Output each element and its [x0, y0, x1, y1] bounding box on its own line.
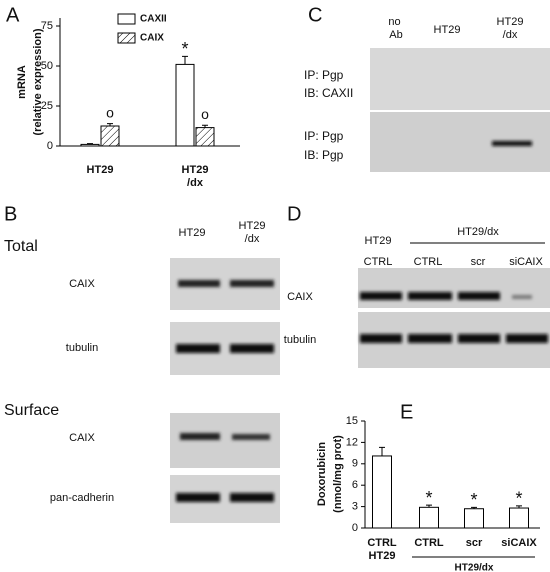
- column-label: CTRL: [414, 256, 443, 268]
- x-tick-label: CTRL: [414, 537, 444, 549]
- row-label: IP: Pgp: [304, 129, 344, 143]
- panel-label: C: [308, 4, 322, 26]
- significance: *: [425, 488, 432, 508]
- bar: [100, 125, 120, 147]
- band: [230, 344, 274, 353]
- y-tick-label: 3: [352, 501, 358, 513]
- column-label: CTRL: [364, 256, 393, 268]
- group-label: HT29/dx: [457, 226, 499, 238]
- y-tick-label: 9: [352, 458, 358, 470]
- legend-swatch: [117, 13, 136, 25]
- bar: [464, 508, 484, 529]
- error-bar: [182, 55, 188, 65]
- significance: o: [106, 104, 114, 120]
- panel-label: A: [6, 4, 20, 26]
- y-tick-label: 75: [41, 20, 53, 32]
- error-bar: [202, 124, 208, 128]
- band: [230, 280, 274, 287]
- bar: [419, 506, 439, 529]
- bar: [195, 127, 215, 147]
- band: [492, 141, 532, 146]
- row-label: IP: Pgp: [304, 68, 344, 82]
- band: [176, 493, 220, 502]
- significance: o: [201, 106, 209, 122]
- bar: [372, 455, 392, 529]
- column-label: HT29: [434, 24, 461, 36]
- band: [232, 434, 270, 440]
- column-label: HT29/dx: [497, 16, 524, 41]
- column-label: no Ab: [388, 16, 403, 41]
- row-label: CAIX: [287, 291, 313, 303]
- row-label: pan-cadherin: [50, 492, 114, 504]
- y-tick-label: 25: [41, 100, 53, 112]
- y-tick-label: 50: [41, 60, 53, 72]
- y-axis-label: Doxorubicin: [316, 442, 328, 506]
- column-label: siCAIX: [509, 256, 543, 268]
- band: [180, 433, 220, 440]
- y-axis-label: (relative expression): [32, 28, 44, 135]
- error-bar: [87, 143, 93, 145]
- row-label: tubulin: [66, 342, 98, 354]
- band: [506, 334, 548, 343]
- blot: [358, 268, 550, 308]
- column-label: scr: [471, 256, 486, 268]
- panel-label: E: [400, 401, 413, 423]
- band: [512, 295, 532, 299]
- y-tick-label: 12: [346, 436, 358, 448]
- row-label: CAIX: [69, 278, 95, 290]
- error-bar: [379, 446, 385, 456]
- y-axis-label: (nmol/mg prot): [332, 435, 344, 513]
- significance: *: [470, 490, 477, 510]
- bar: [509, 507, 529, 529]
- band: [458, 292, 500, 300]
- band: [458, 334, 500, 343]
- y-tick-label: 0: [352, 522, 358, 534]
- legend-label: CAXII: [140, 14, 167, 25]
- section-title: Surface: [4, 402, 59, 419]
- significance: *: [515, 489, 522, 509]
- blot: [370, 48, 550, 110]
- x-tick-label: HT29/dx: [182, 164, 209, 189]
- column-label: HT29/dx: [239, 220, 266, 245]
- y-axis-label: mRNA: [16, 65, 28, 99]
- error-bar: [471, 506, 477, 509]
- legend-label: CAIX: [140, 33, 164, 44]
- blot: [170, 413, 280, 468]
- significance: *: [181, 39, 188, 59]
- row-label: tubulin: [284, 334, 316, 346]
- band: [360, 334, 402, 343]
- section-title: Total: [4, 238, 38, 255]
- y-tick-label: 0: [47, 140, 53, 152]
- band: [230, 493, 274, 502]
- band: [408, 334, 452, 343]
- x-tick-label: CTRL: [367, 537, 397, 549]
- group-label: HT29: [365, 235, 392, 247]
- error-bar: [426, 504, 432, 508]
- band: [178, 280, 220, 287]
- panel-label: D: [287, 203, 301, 225]
- row-label: IB: CAXII: [304, 86, 353, 100]
- column-label: HT29: [179, 227, 206, 239]
- legend-swatch: [117, 32, 136, 44]
- error-bar: [107, 123, 113, 126]
- row-label: CAIX: [69, 432, 95, 444]
- row-label: IB: Pgp: [304, 148, 344, 162]
- group-label: HT29/dx: [455, 563, 494, 572]
- x-tick-label: scr: [466, 537, 483, 549]
- error-bar: [516, 505, 522, 509]
- band: [360, 292, 402, 300]
- band: [408, 292, 452, 300]
- group-label: HT29: [369, 550, 396, 562]
- bar: [175, 63, 195, 147]
- panel-label: B: [4, 203, 17, 225]
- band: [176, 344, 220, 353]
- blot-images: [170, 48, 550, 558]
- bar: [80, 143, 100, 147]
- x-tick-label: siCAIX: [501, 537, 537, 549]
- x-tick-label: HT29: [87, 164, 114, 176]
- y-tick-label: 6: [352, 479, 358, 491]
- y-tick-label: 15: [346, 415, 358, 427]
